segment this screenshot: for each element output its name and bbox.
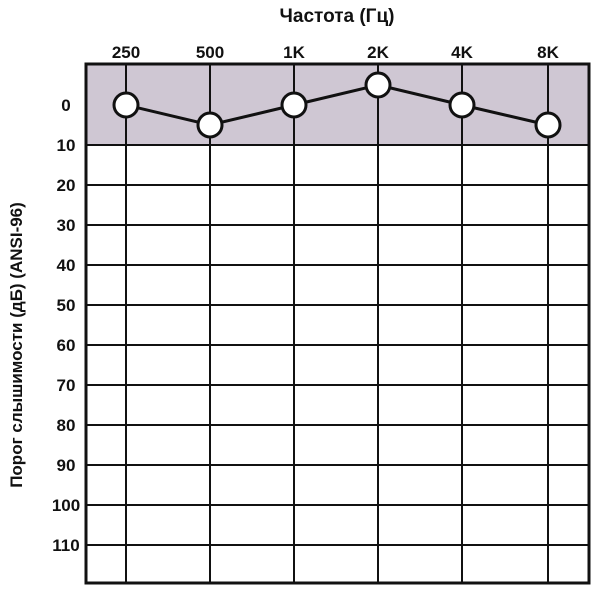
y-tick-label: 80 xyxy=(57,416,76,435)
data-point-marker xyxy=(364,71,392,99)
y-tick-label: 70 xyxy=(57,376,76,395)
data-point-marker xyxy=(448,91,476,119)
x-tick-labels: 250 500 1K 2K 4K 8K xyxy=(112,43,560,62)
x-tick-label: 1K xyxy=(283,43,305,62)
y-tick-label: 10 xyxy=(57,136,76,155)
y-tick-label: 40 xyxy=(57,256,76,275)
y-tick-label: 20 xyxy=(57,176,76,195)
data-point-marker xyxy=(534,111,562,139)
y-tick-label: 100 xyxy=(52,496,80,515)
y-tick-label: 110 xyxy=(52,536,79,555)
x-tick-label: 8K xyxy=(537,43,559,62)
data-point-marker xyxy=(112,91,140,119)
x-tick-label: 4K xyxy=(451,43,473,62)
grid-vertical-lines xyxy=(125,64,549,583)
y-tick-label: 50 xyxy=(57,296,76,315)
y-axis-label: Порог слышимости (дБ) (ANSI-96) xyxy=(7,202,26,488)
y-tick-label: 60 xyxy=(57,336,76,355)
y-tick-label: 0 xyxy=(61,96,70,115)
data-point-marker xyxy=(196,111,224,139)
data-point-marker xyxy=(280,91,308,119)
grid-horizontal-lines xyxy=(86,144,589,546)
y-tick-label: 90 xyxy=(57,456,76,475)
chart-title: Частота (Гц) xyxy=(280,6,395,27)
plot-frame xyxy=(84,62,591,585)
y-tick-labels: 0 10 20 30 40 50 60 70 80 90 100 110 xyxy=(52,96,80,555)
x-tick-label: 500 xyxy=(196,43,224,62)
x-tick-label: 2K xyxy=(367,43,389,62)
threshold-series xyxy=(112,71,562,139)
shaded-normal-hearing-band xyxy=(86,65,589,145)
series-line xyxy=(125,83,549,127)
y-tick-label: 30 xyxy=(57,216,76,235)
x-tick-label: 250 xyxy=(112,43,140,62)
